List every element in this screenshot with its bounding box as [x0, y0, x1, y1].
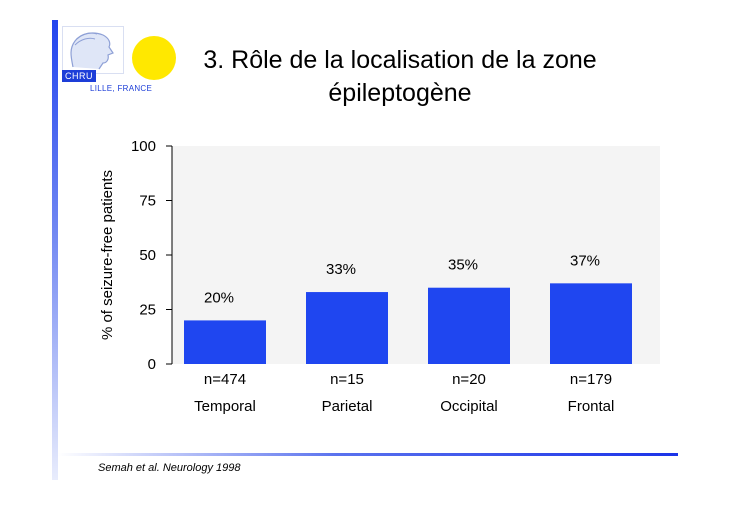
- bar-value-label-parietal: 33%: [326, 261, 356, 278]
- category-label-temporal: Temporal: [194, 398, 256, 415]
- y-tick-label-100: 100: [131, 138, 156, 155]
- category-label-occipital: Occipital: [440, 398, 498, 415]
- category-label-parietal: Parietal: [322, 398, 373, 415]
- sample-size-label-occipital: n=20: [452, 371, 486, 388]
- logo-chru-text: CHRU: [62, 70, 96, 82]
- citation: Semah et al. Neurology 1998: [98, 462, 241, 474]
- bar-frontal: [550, 283, 632, 364]
- slide-title-line2: épileptogène: [328, 79, 472, 107]
- bar-value-label-occipital: 35%: [448, 257, 478, 274]
- sample-size-label-temporal: n=474: [204, 371, 246, 388]
- y-tick-label-50: 50: [139, 247, 156, 264]
- bar-chart: 0 25 50 75 100 % of seizure-free patients 20% n…: [99, 138, 660, 415]
- slide-title-line1: 3. Rôle de la localisation de la zone: [203, 46, 597, 74]
- bar-occipital: [428, 287, 510, 364]
- chru-lille-logo: CHRU LILLE, FRANCE: [58, 24, 176, 96]
- bar-parietal: [306, 292, 388, 364]
- y-tick-label-0: 0: [148, 356, 156, 373]
- left-accent-bar: [52, 20, 58, 480]
- slide-title: 3. Rôle de la localisation de la zone ép…: [150, 44, 650, 110]
- y-axis-label: % of seizure-free patients: [99, 170, 116, 340]
- footer-divider: [58, 453, 678, 456]
- profile-face-icon: [62, 26, 124, 74]
- sun-disc-icon: [132, 36, 176, 80]
- sample-size-label-frontal: n=179: [570, 371, 612, 388]
- category-label-frontal: Frontal: [568, 398, 615, 415]
- bar-value-label-temporal: 20%: [204, 289, 234, 306]
- y-tick-label-25: 25: [139, 302, 156, 319]
- sample-size-label-parietal: n=15: [330, 371, 364, 388]
- bar-temporal: [184, 320, 266, 364]
- bar-value-label-frontal: 37%: [570, 252, 600, 269]
- y-tick-label-75: 75: [139, 193, 156, 210]
- logo-city-text: LILLE, FRANCE: [90, 84, 153, 93]
